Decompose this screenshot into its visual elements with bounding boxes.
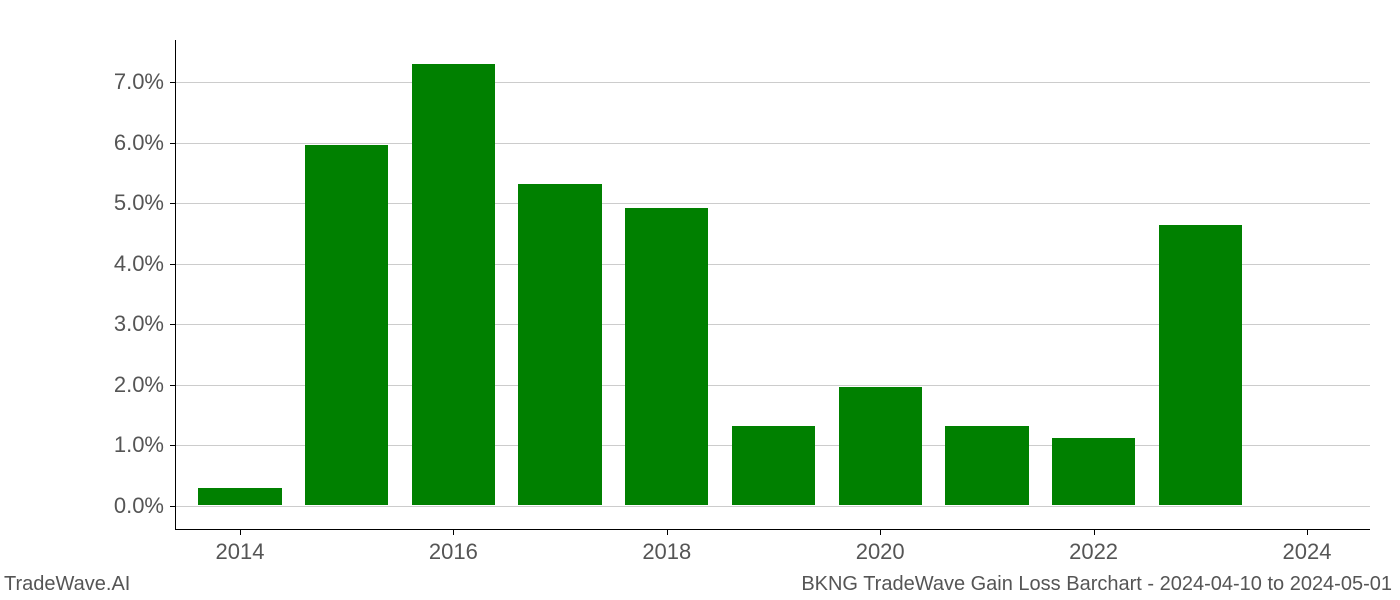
ytick-label: 4.0% bbox=[114, 251, 164, 277]
bar bbox=[1159, 225, 1242, 504]
ytick-mark bbox=[170, 264, 176, 265]
ytick-mark bbox=[170, 506, 176, 507]
bar bbox=[1052, 438, 1135, 505]
bar bbox=[732, 426, 815, 505]
footer-right-label: BKNG TradeWave Gain Loss Barchart - 2024… bbox=[801, 573, 1392, 596]
xtick-label: 2022 bbox=[1069, 539, 1118, 565]
plot-area: 0.0%1.0%2.0%3.0%4.0%5.0%6.0%7.0% 2014201… bbox=[175, 40, 1370, 530]
ytick-mark bbox=[170, 203, 176, 204]
bar bbox=[839, 387, 922, 505]
chart-container: 0.0%1.0%2.0%3.0%4.0%5.0%6.0%7.0% 2014201… bbox=[175, 40, 1370, 530]
ytick-mark bbox=[170, 143, 176, 144]
gridline bbox=[176, 143, 1370, 144]
ytick-label: 6.0% bbox=[114, 130, 164, 156]
ytick-mark bbox=[170, 385, 176, 386]
bar bbox=[518, 184, 601, 505]
ytick-mark bbox=[170, 324, 176, 325]
xtick-mark bbox=[1094, 529, 1095, 535]
ytick-label: 5.0% bbox=[114, 190, 164, 216]
bar bbox=[305, 145, 388, 505]
xtick-mark bbox=[1307, 529, 1308, 535]
bar bbox=[412, 64, 495, 504]
ytick-label: 7.0% bbox=[114, 69, 164, 95]
ytick-mark bbox=[170, 445, 176, 446]
xtick-mark bbox=[667, 529, 668, 535]
xtick-label: 2016 bbox=[429, 539, 478, 565]
xtick-mark bbox=[453, 529, 454, 535]
gridline bbox=[176, 506, 1370, 507]
bar bbox=[625, 208, 708, 504]
ytick-label: 3.0% bbox=[114, 311, 164, 337]
ytick-mark bbox=[170, 82, 176, 83]
xtick-mark bbox=[880, 529, 881, 535]
xtick-label: 2020 bbox=[856, 539, 905, 565]
bar bbox=[945, 426, 1028, 505]
xtick-label: 2018 bbox=[642, 539, 691, 565]
gridline bbox=[176, 82, 1370, 83]
xtick-mark bbox=[240, 529, 241, 535]
ytick-label: 1.0% bbox=[114, 432, 164, 458]
bar bbox=[198, 488, 281, 505]
footer-left-label: TradeWave.AI bbox=[4, 573, 130, 596]
ytick-label: 2.0% bbox=[114, 372, 164, 398]
xtick-label: 2014 bbox=[216, 539, 265, 565]
ytick-label: 0.0% bbox=[114, 493, 164, 519]
xtick-label: 2024 bbox=[1282, 539, 1331, 565]
